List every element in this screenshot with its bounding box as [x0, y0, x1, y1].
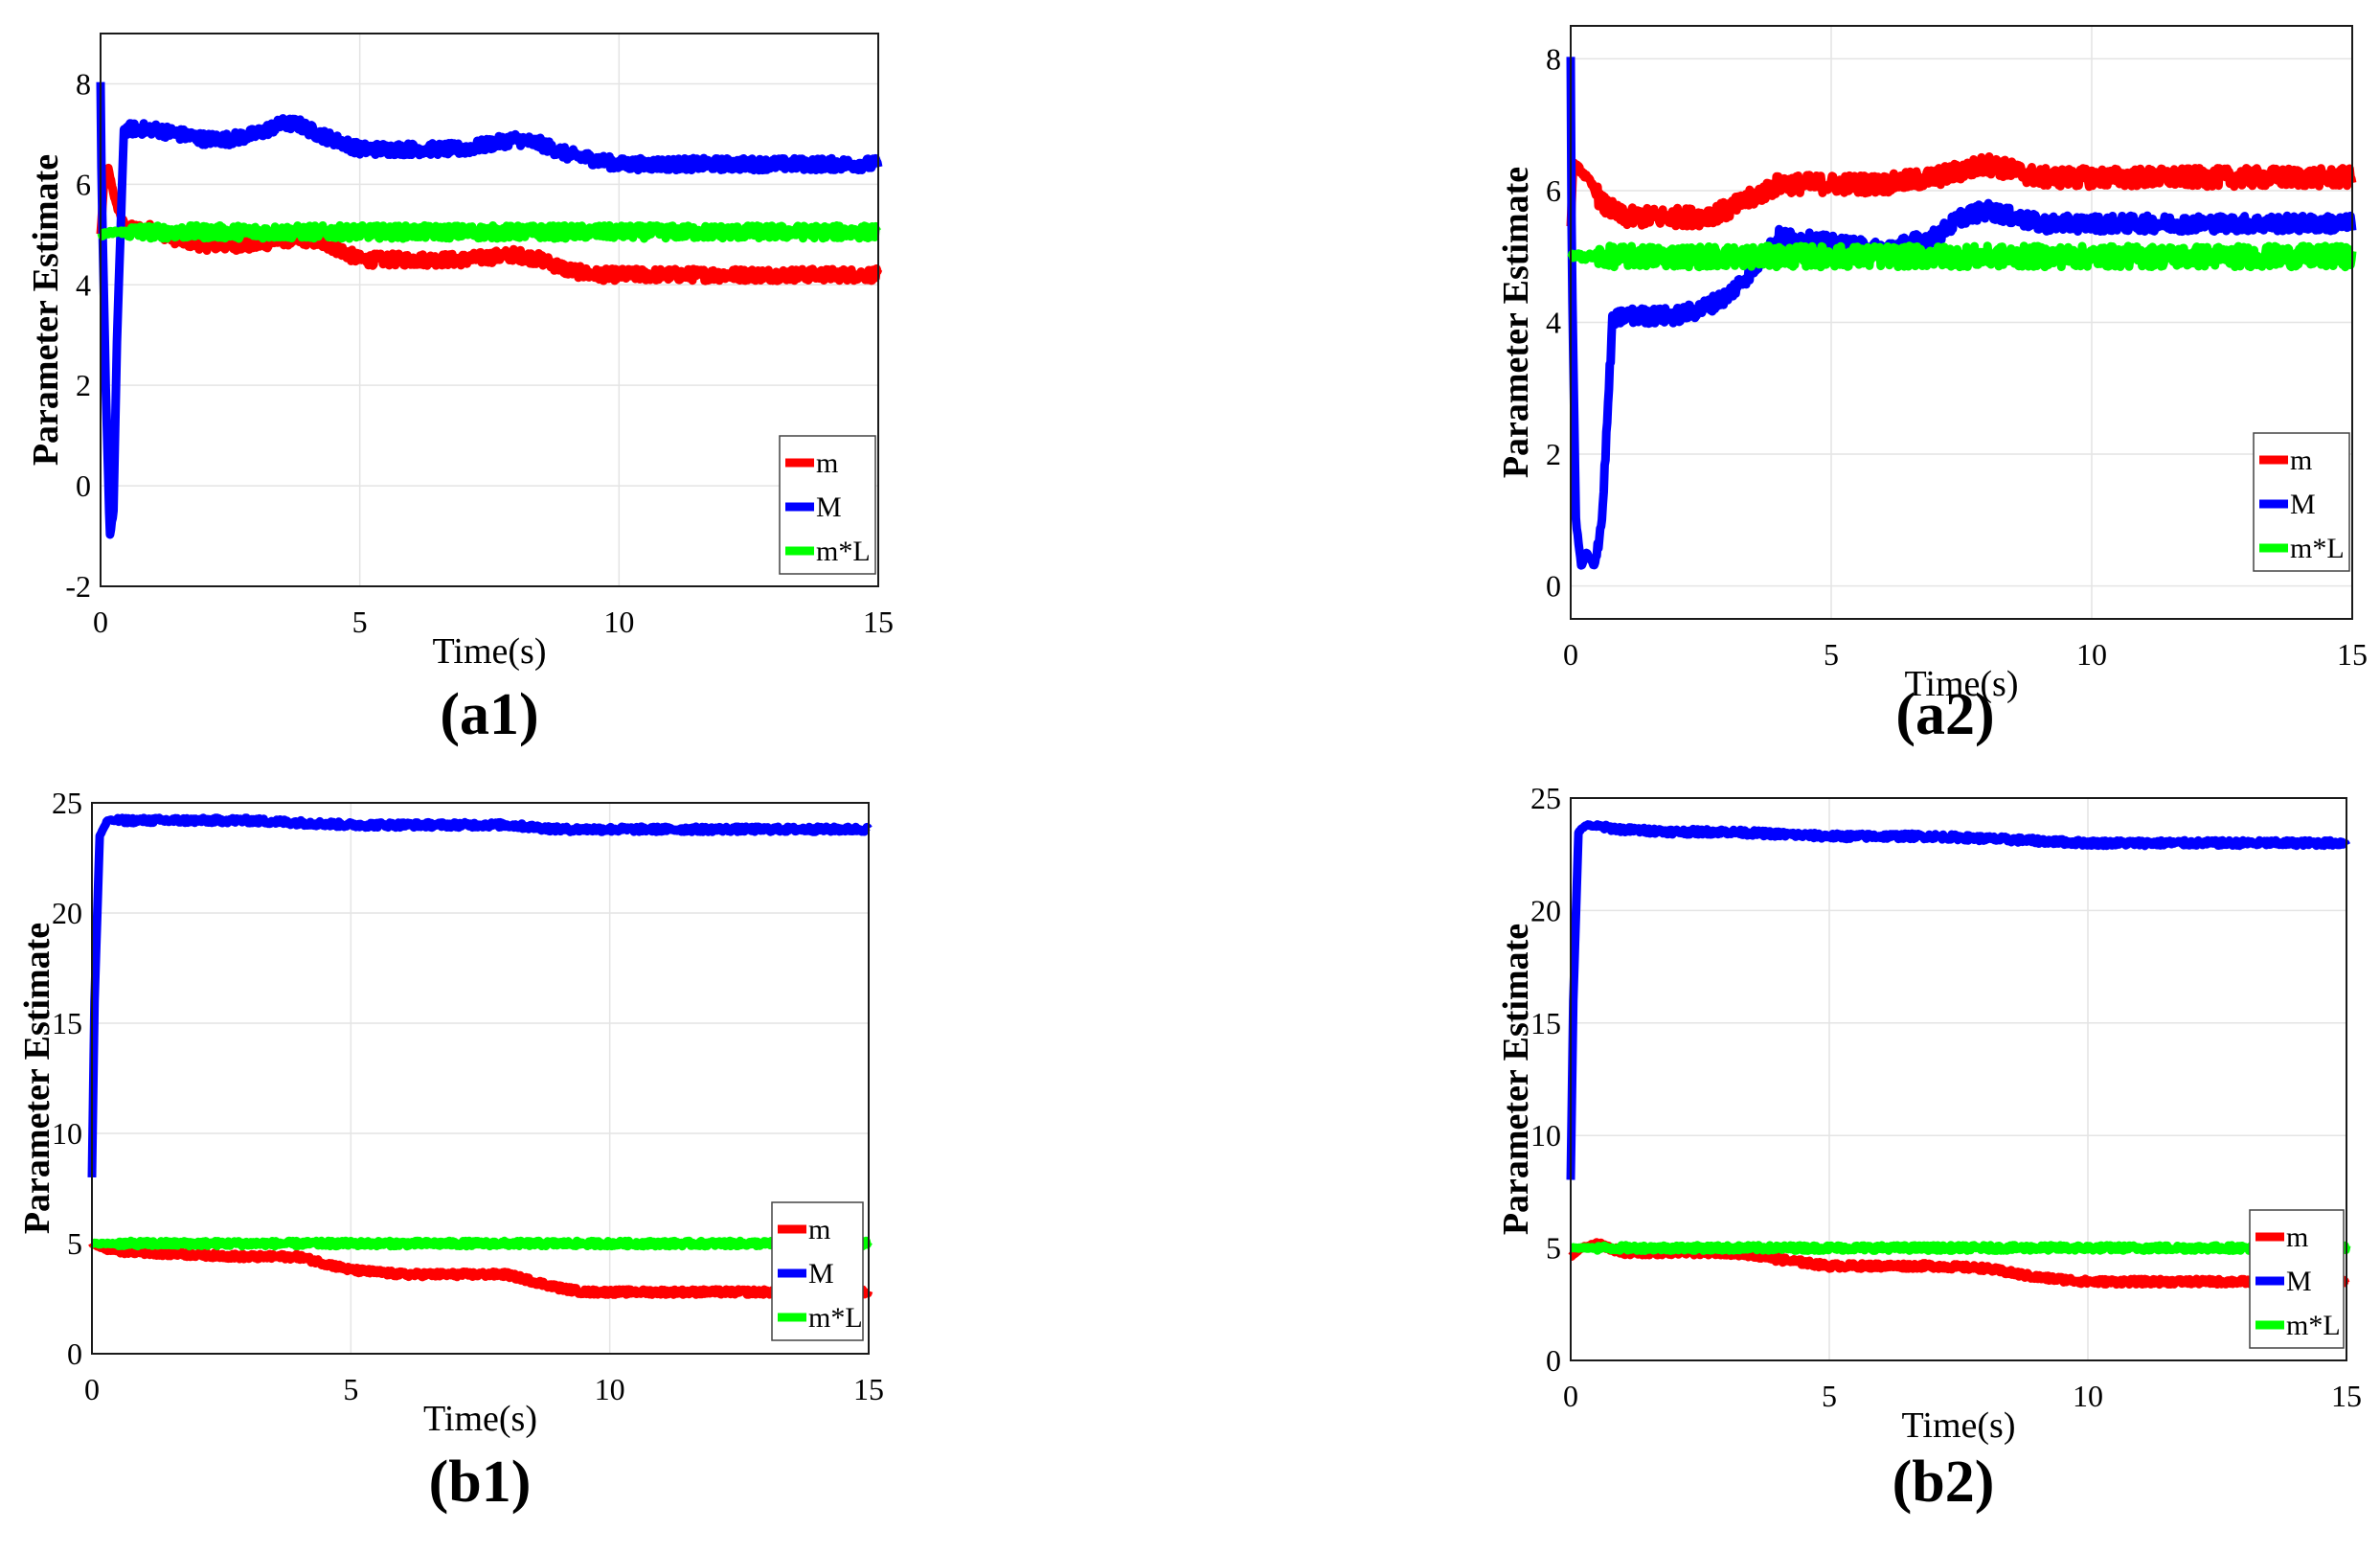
x-tick-label: 0	[1563, 637, 1578, 672]
legend-entry-label: m	[808, 1214, 830, 1245]
series-line-M	[87, 813, 873, 1177]
axes-box	[91, 802, 870, 1355]
x-tick-label: 15	[863, 605, 894, 639]
legend: mMm*L	[771, 1201, 864, 1341]
legend-entry-label: M	[2290, 489, 2316, 520]
x-tick-label: 10	[595, 1372, 625, 1406]
chart-panel-3: 0 5 10 15 0 5 10 15 20 25 Time(s) Parameter Estimat…	[17, 786, 884, 1515]
series-line-M	[96, 81, 883, 539]
x-tick-label: 5	[343, 1372, 358, 1406]
y-tick-label: 0	[67, 1336, 82, 1371]
axes-box	[1570, 797, 2347, 1361]
y-tick-label: 5	[67, 1226, 82, 1261]
x-axis-label: Time(s)	[423, 1399, 537, 1439]
x-tick-label: 5	[1822, 1379, 1837, 1413]
y-tick-label: 6	[1546, 173, 1561, 208]
series-line-m	[1566, 152, 2357, 231]
y-tick-label: 2	[76, 368, 91, 402]
legend-entry-label: M	[808, 1258, 834, 1290]
panel-label: (b1)	[429, 1450, 532, 1515]
legend-entry-label: m*L	[2286, 1310, 2341, 1341]
y-tick-label: 10	[52, 1116, 82, 1151]
y-tick-label: 10	[1530, 1118, 1561, 1153]
y-tick-label: 8	[1546, 41, 1561, 76]
series-line-m	[96, 163, 883, 285]
chart-panel-2: 0 5 10 15 0 2 4 6 8 Time(s) Parameter Estimate mMm*…	[1496, 25, 2368, 747]
x-tick-label: 0	[93, 605, 108, 639]
y-tick-label: 4	[1546, 306, 1561, 340]
plot-area	[101, 34, 878, 586]
series-line-m	[88, 1239, 873, 1299]
legend-entry-label: m*L	[816, 536, 871, 567]
legend-entry-label: m	[2290, 445, 2312, 476]
series-line-m-times-L	[97, 220, 882, 243]
y-axis-label: Parameter Estimate	[17, 923, 57, 1234]
panel-label: (a1)	[440, 682, 538, 747]
x-tick-label: 15	[853, 1372, 884, 1406]
series-line-M	[1566, 57, 2357, 570]
y-tick-label: 0	[1546, 1343, 1561, 1378]
y-tick-label: 25	[1530, 781, 1561, 815]
y-tick-label: 4	[76, 267, 91, 302]
y-tick-label: 25	[52, 786, 82, 820]
x-axis-label: Time(s)	[1905, 664, 2019, 704]
x-tick-label: 15	[2331, 1379, 2362, 1413]
y-axis-label: Parameter Estimate	[26, 154, 66, 466]
x-axis-label: Time(s)	[433, 631, 547, 672]
legend-entry-label: m	[816, 447, 838, 479]
legend-entry-label: m*L	[808, 1302, 863, 1334]
x-tick-label: 15	[2337, 637, 2368, 672]
legend: mMm*L	[2249, 1209, 2345, 1349]
y-tick-label: 0	[1546, 569, 1561, 604]
x-tick-label: 10	[603, 605, 634, 639]
plot-area	[92, 803, 869, 1354]
y-tick-label: 5	[1546, 1231, 1561, 1266]
legend-entry-label: M	[2286, 1266, 2312, 1297]
y-tick-label: 15	[52, 1006, 82, 1040]
x-tick-label: 0	[1563, 1379, 1578, 1413]
y-tick-label: 20	[1530, 893, 1561, 927]
y-axis-label: Parameter Estimate	[1496, 167, 1536, 478]
y-tick-label: 6	[76, 167, 91, 201]
y-axis-label: Parameter Estimate	[1496, 924, 1536, 1235]
legend: mMm*L	[2253, 432, 2350, 572]
axes-box	[1570, 25, 2353, 620]
series-line-M	[1566, 820, 2350, 1180]
x-tick-label: 5	[352, 605, 368, 639]
x-axis-label: Time(s)	[1902, 1405, 2016, 1446]
y-tick-label: 15	[1530, 1006, 1561, 1040]
series-line-m-times-L	[88, 1236, 873, 1251]
legend-entry-label: m	[2286, 1222, 2308, 1253]
chart-panel-4: 0 5 10 15 0 5 10 15 20 25 Time(s) Parameter Estimat…	[1496, 781, 2362, 1515]
y-tick-label: 0	[76, 468, 91, 503]
panel-label: (a2)	[1895, 682, 1994, 747]
axes-box	[100, 33, 879, 587]
x-tick-label: 0	[84, 1372, 100, 1406]
series-line-m-times-L	[1567, 1241, 2351, 1255]
x-tick-label: 5	[1824, 637, 1839, 672]
series-line-m-times-L	[1567, 241, 2357, 272]
legend-entry-label: M	[816, 491, 842, 523]
series-line-m	[1567, 1238, 2350, 1290]
y-tick-label: -2	[65, 569, 91, 604]
legend-entry-label: m*L	[2290, 533, 2345, 564]
x-tick-label: 10	[2076, 637, 2107, 672]
y-tick-label: 8	[76, 66, 91, 101]
y-tick-label: 2	[1546, 437, 1561, 471]
panel-label: (b2)	[1893, 1450, 1995, 1515]
x-tick-label: 10	[2073, 1379, 2103, 1413]
legend: mMm*L	[779, 435, 876, 575]
y-tick-label: 20	[52, 896, 82, 930]
